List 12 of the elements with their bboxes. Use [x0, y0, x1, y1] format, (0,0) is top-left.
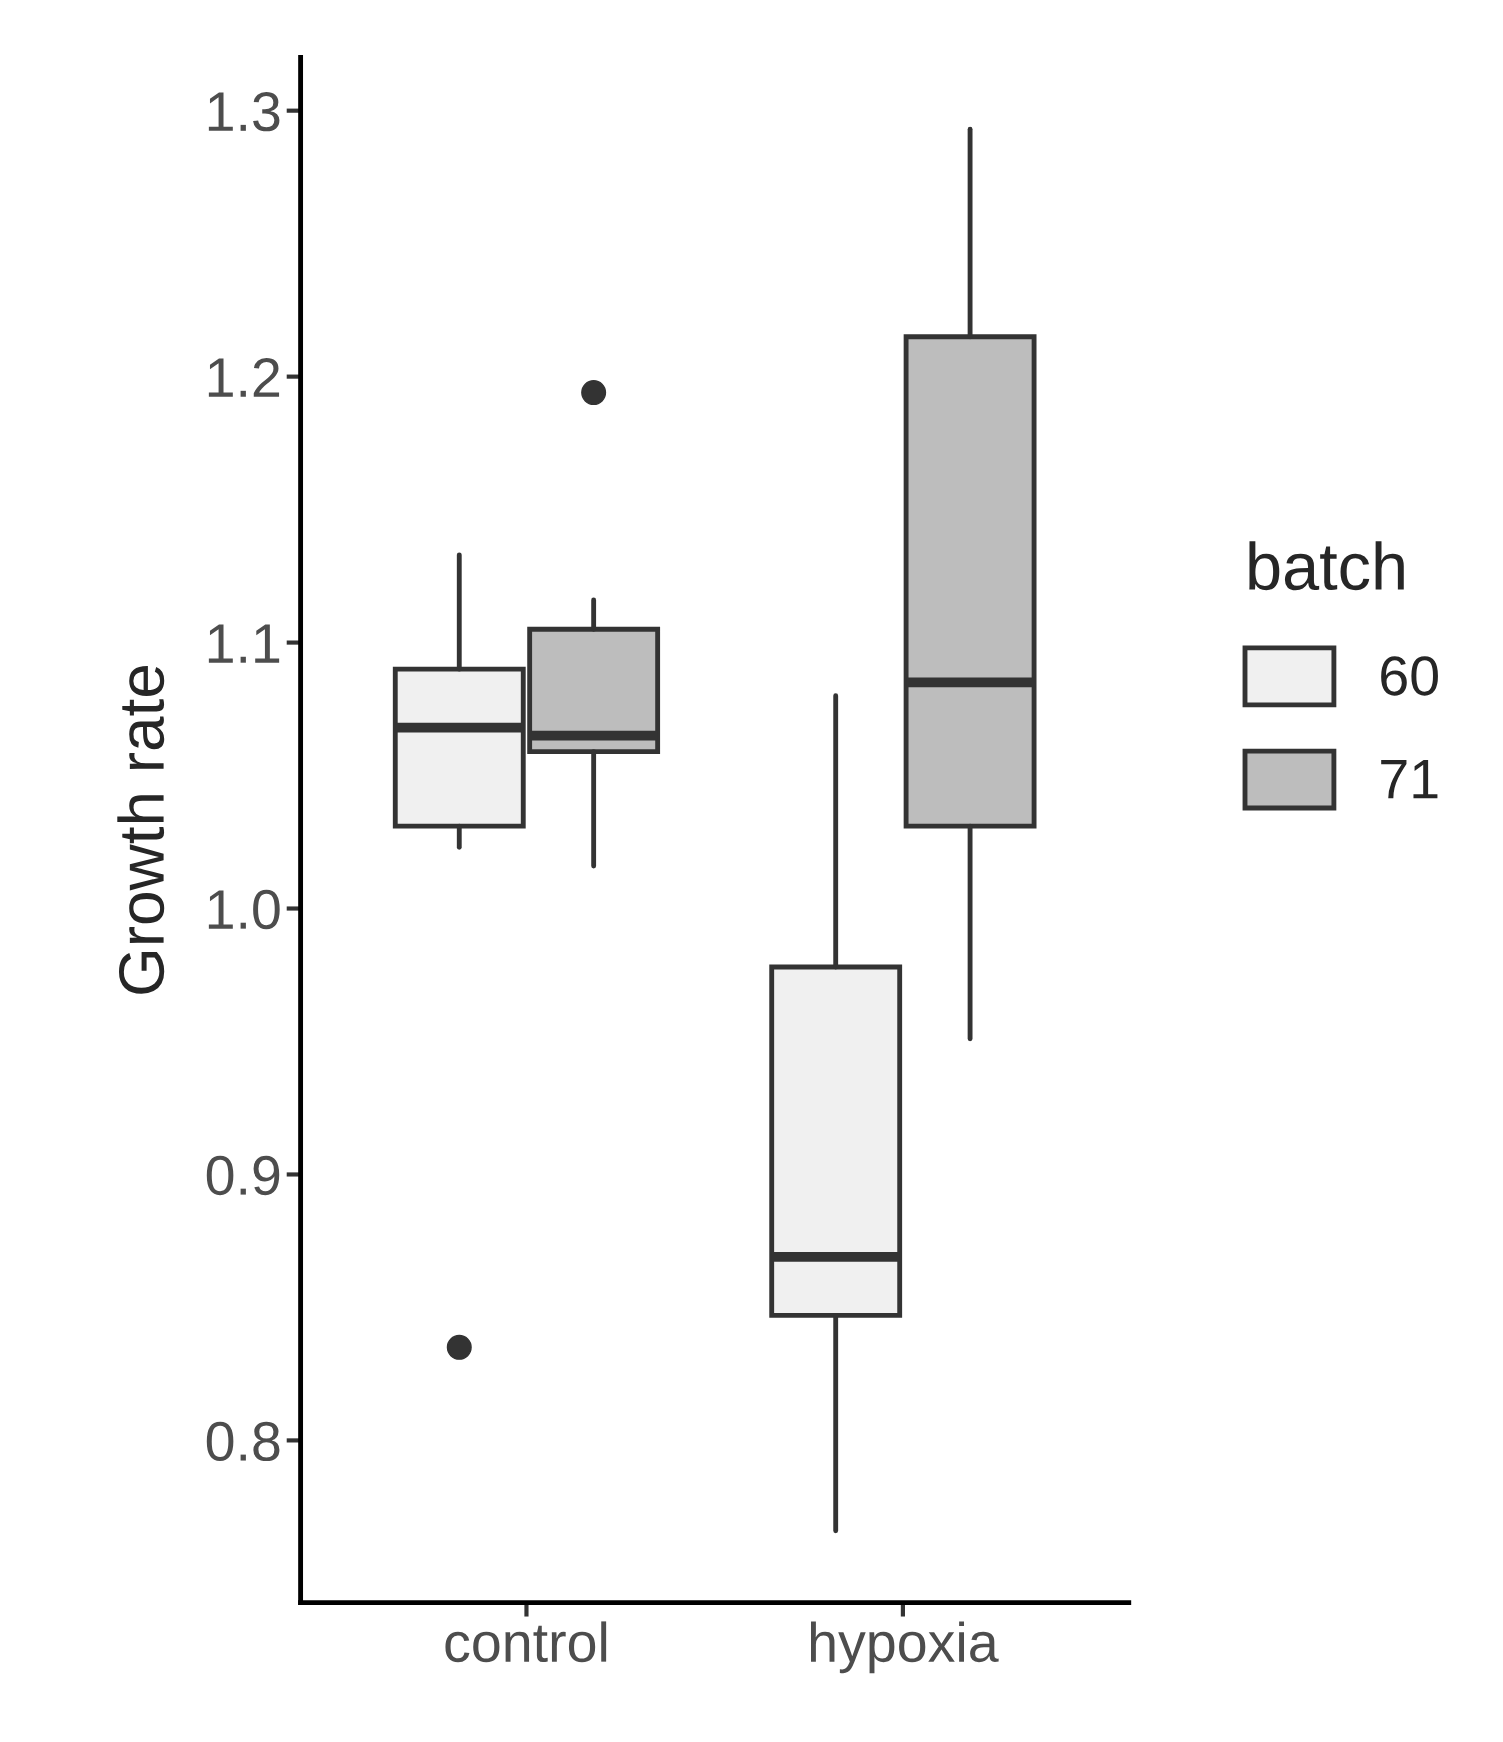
legend-label: 71: [1381, 760, 1438, 799]
y-axis-title: Growth rate: [117, 666, 165, 994]
legend-label: 60: [1381, 656, 1438, 696]
y-tick-label: 0.9: [206, 1155, 280, 1196]
x-tick-label: control: [445, 1621, 607, 1663]
y-tick-label: 0.8: [206, 1421, 280, 1462]
y-tick-label: 1.1: [208, 624, 280, 663]
y-tick-label: 1.3: [208, 92, 280, 132]
y-tick-label: 1.2: [208, 357, 280, 397]
legend-title: batch: [1249, 541, 1404, 591]
x-tick-label: hypoxia: [811, 1621, 999, 1674]
y-tick-label: 1.0: [208, 889, 280, 930]
